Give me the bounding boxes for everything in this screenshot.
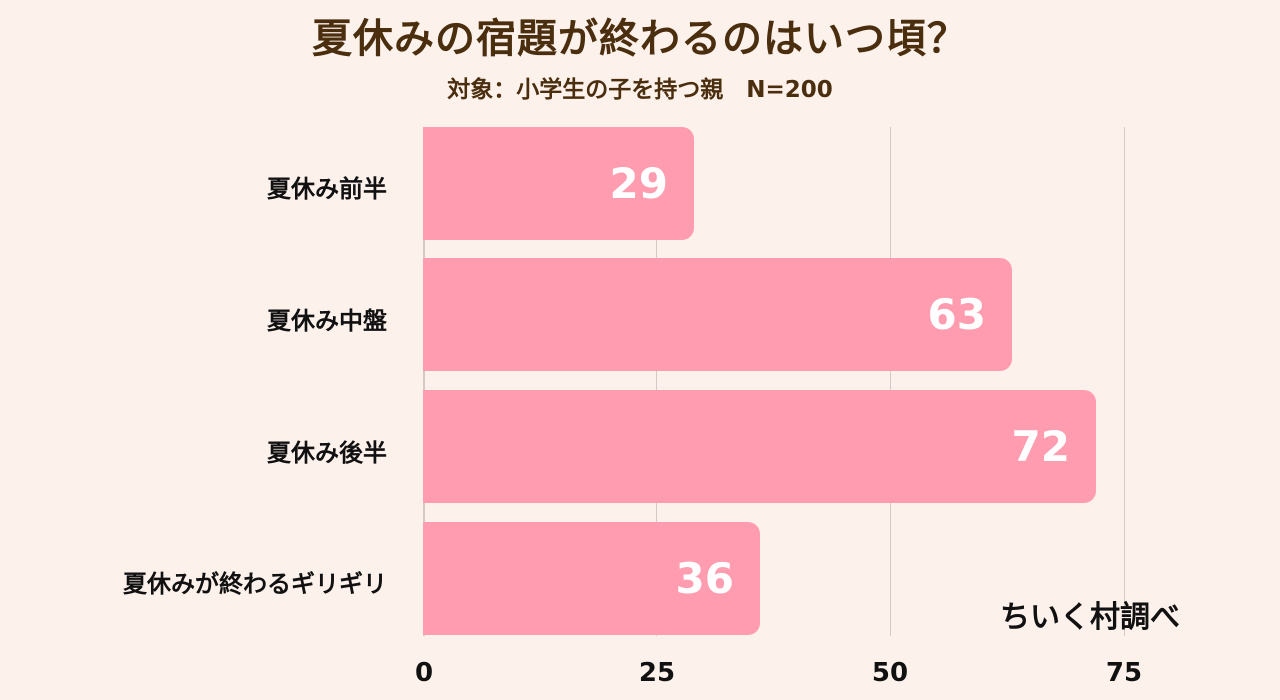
bar-last-minute: 36 [423, 522, 760, 635]
category-label: 夏休み後半 [267, 439, 387, 467]
gridline-50 [890, 127, 891, 636]
bar-value-label: 36 [675, 554, 734, 603]
bar-second-half: 72 [423, 390, 1096, 503]
bar-value-label: 72 [1011, 422, 1070, 471]
x-tick-label: 0 [414, 658, 434, 688]
y-axis-line [423, 127, 425, 636]
x-tick-label: 50 [871, 658, 909, 688]
plot-area: 29 63 72 36 [423, 127, 1183, 636]
bar-middle: 63 [423, 258, 1012, 371]
x-tick-label: 75 [1105, 658, 1143, 688]
category-label: 夏休みが終わるギリギリ [123, 570, 387, 598]
gridline-75 [1124, 127, 1125, 636]
bar-first-half: 29 [423, 127, 694, 240]
category-label: 夏休み前半 [267, 175, 387, 203]
chart-subtitle: 対象：小学生の子を持つ親 N=200 [447, 77, 833, 103]
category-label: 夏休み中盤 [267, 307, 387, 335]
gridline-25 [656, 127, 657, 636]
chart-title: 夏休みの宿題が終わるのはいつ頃？ [312, 16, 968, 62]
bar-value-label: 29 [609, 159, 668, 208]
x-tick-label: 25 [638, 658, 676, 688]
source-credit: ちいく村調べ [1000, 600, 1180, 635]
bar-value-label: 63 [927, 290, 986, 339]
